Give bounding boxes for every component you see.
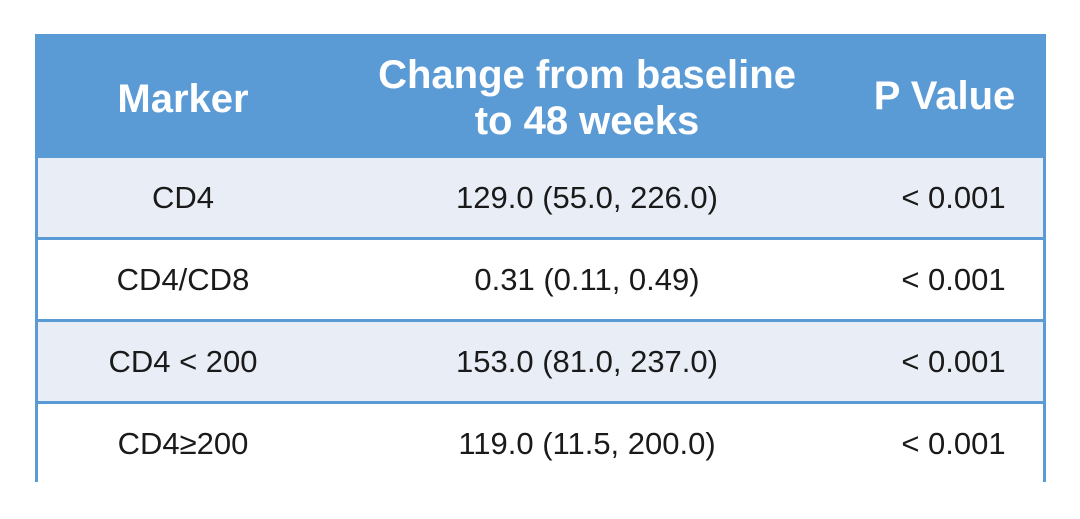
header-p-value: P Value	[846, 37, 1043, 155]
table-row: CD4≥200 119.0 (11.5, 200.0) < 0.001	[38, 404, 1043, 483]
cell-marker: CD4≥200	[117, 425, 249, 461]
header-change-line2: to 48 weeks	[474, 99, 700, 143]
cell-change: 119.0 (11.5, 200.0)	[458, 425, 716, 461]
cell-change: 129.0 (55.0, 226.0)	[456, 179, 718, 215]
cell-marker: CD4 < 200	[108, 343, 258, 379]
cell-p-value: < 0.001	[901, 179, 1006, 215]
cell-p-value: < 0.001	[901, 343, 1006, 379]
table-row: CD4 < 200 153.0 (81.0, 237.0) < 0.001	[38, 322, 1043, 401]
cell-marker: CD4/CD8	[116, 261, 250, 297]
header-change: Change from baseline to 48 weeks	[328, 37, 846, 157]
header-change-label: Change from baseline to 48 weeks	[378, 52, 796, 144]
header-p-value-label: P Value	[873, 74, 1016, 118]
cell-change: 153.0 (81.0, 237.0)	[456, 343, 718, 379]
cell-p-value: < 0.001	[901, 261, 1006, 297]
header-change-line1: Change from baseline	[378, 53, 796, 97]
data-table: Marker Change from baseline to 48 weeks …	[35, 34, 1046, 483]
table-row: CD4/CD8 0.31 (0.11, 0.49) < 0.001	[38, 240, 1043, 319]
header-marker-label: Marker	[117, 77, 249, 121]
header-marker: Marker	[38, 37, 328, 155]
table-header-row: Marker Change from baseline to 48 weeks …	[38, 37, 1043, 155]
cell-marker: CD4	[151, 179, 214, 215]
cell-change: 0.31 (0.11, 0.49)	[474, 261, 700, 297]
table-row: CD4 129.0 (55.0, 226.0) < 0.001	[38, 158, 1043, 237]
cell-p-value: < 0.001	[901, 425, 1006, 461]
